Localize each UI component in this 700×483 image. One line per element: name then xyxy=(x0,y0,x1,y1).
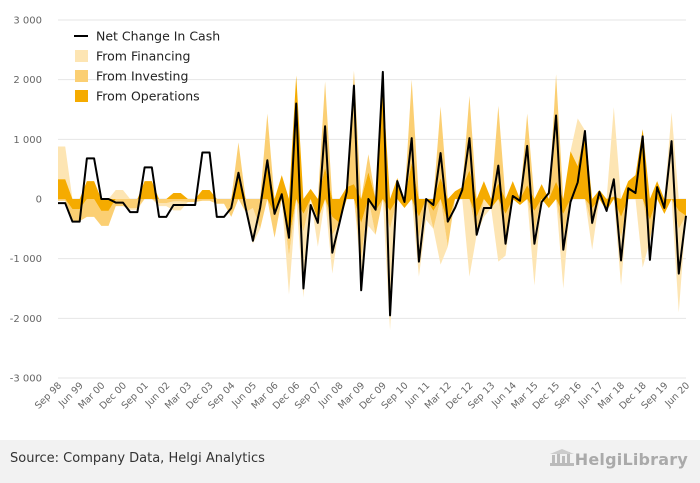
legend-swatch xyxy=(75,70,88,82)
chart-area: -3 000 -2 000 -1 000 0 1 000 2 000 3 000 Sep 98… xyxy=(10,16,692,412)
legend-swatch xyxy=(75,90,88,102)
net-change-line xyxy=(58,70,687,317)
library-icon xyxy=(549,449,574,466)
brand-logo[interactable]: HelgiLibrary xyxy=(549,449,688,469)
legend-swatch xyxy=(75,50,88,62)
footer: Source: Company Data, Helgi Analytics He… xyxy=(0,440,700,483)
legend-label: From Operations xyxy=(96,89,200,104)
legend-label: Net Change In Cash xyxy=(96,29,220,44)
cash-flow-chart: -3 000 -2 000 -1 000 0 1 000 2 000 3 000 Sep 98… xyxy=(10,16,692,412)
legend: Net Change In Cash From Financing From Inv… xyxy=(74,29,220,104)
x-tick-label: Sep 98 xyxy=(33,380,64,411)
y-tick-label: -1 000 xyxy=(10,254,42,265)
y-tick-label: 2 000 xyxy=(13,75,42,86)
source-note: Source: Company Data, Helgi Analytics xyxy=(10,451,265,466)
from-financing-negative-area xyxy=(58,199,686,331)
legend-label: From Investing xyxy=(96,69,188,84)
y-tick-label: 3 000 xyxy=(13,16,42,27)
y-tick-label: 0 xyxy=(36,195,42,206)
y-tick-label: -2 000 xyxy=(10,314,42,325)
y-tick-label: -3 000 xyxy=(10,374,42,385)
from-investing-negative-area xyxy=(58,199,686,259)
legend-label: From Financing xyxy=(96,49,190,64)
y-tick-label: 1 000 xyxy=(13,135,42,146)
brand-name: HelgiLibrary xyxy=(574,449,688,469)
from-operations-negative-area xyxy=(58,199,686,238)
